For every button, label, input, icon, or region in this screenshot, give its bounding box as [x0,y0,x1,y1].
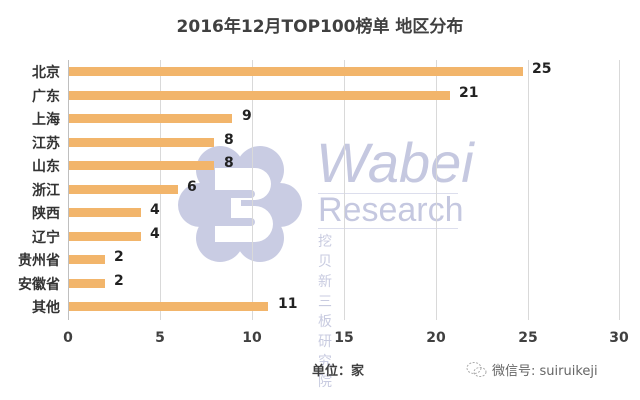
bar-row: 贵州省 2 [18,248,620,272]
value-label: 4 [150,202,160,218]
bar-row: 陕西 4 [32,201,620,225]
bar-row: 其他 11 [32,295,620,319]
bar [69,137,214,147]
gridline [619,60,620,320]
bar-row: 江苏 8 [32,131,620,155]
category-label: 安徽省 [18,276,60,293]
bar-row: 浙江 6 [32,178,620,202]
x-tick-label: 25 [518,330,538,346]
plot-area: 北京 25 广东 21 上海 9 江苏 8 山东 8 浙江 6 陕西 4 辽宁 … [18,60,620,320]
bar [69,90,450,100]
bar [69,302,268,311]
category-label: 其他 [32,300,60,316]
category-label: 贵州省 [18,253,60,269]
category-label: 山东 [32,159,60,175]
wechat-icon [466,361,487,377]
x-tick-label: 5 [155,330,165,346]
wechat-id: 微信号: suiruikeji [466,360,598,379]
value-label: 2 [114,272,124,289]
value-label: 11 [278,296,298,312]
gridline [528,60,529,320]
bar [69,184,178,194]
bar-row: 广东 21 [32,84,620,108]
unit-label: 单位：家 [312,364,365,379]
value-label: 4 [150,225,160,242]
bar-row: 山东 8 [32,154,620,178]
y-axis-line [68,60,69,320]
x-tick-label: 15 [334,330,354,346]
bar [69,278,105,288]
category-label: 广东 [32,88,60,105]
category-label: 陕西 [32,206,60,222]
value-label: 2 [114,249,124,265]
category-label: 北京 [32,65,60,81]
bar-row: 安徽省 2 [18,272,620,296]
x-tick-label: 10 [242,330,262,346]
x-tick-label: 30 [609,330,629,346]
wechat-label: 微信号: suiruikeji [492,364,598,379]
category-label: 浙江 [32,182,60,199]
bar-row: 辽宁 4 [32,225,620,249]
value-label: 8 [224,155,234,171]
bar [69,231,141,241]
category-label: 辽宁 [32,229,60,246]
gridline [436,60,437,320]
gridline [252,60,253,320]
value-label: 21 [459,84,479,101]
category-label: 江苏 [32,135,60,152]
value-label: 6 [187,178,197,195]
gridline [344,60,345,320]
x-tick-label: 20 [426,330,446,346]
bar-row: 上海 9 [32,107,620,131]
x-tick-label: 0 [63,330,73,346]
bar [69,161,214,170]
bar [69,255,105,264]
value-label: 8 [224,131,234,148]
bar [69,208,141,217]
bar [69,114,232,123]
chart-title: 2016年12月TOP100榜单 地区分布 [176,17,464,37]
bar [69,67,523,76]
category-label: 上海 [32,112,60,128]
value-label: 9 [242,108,252,124]
value-label: 25 [532,61,552,77]
bar-row: 北京 25 [32,60,620,84]
